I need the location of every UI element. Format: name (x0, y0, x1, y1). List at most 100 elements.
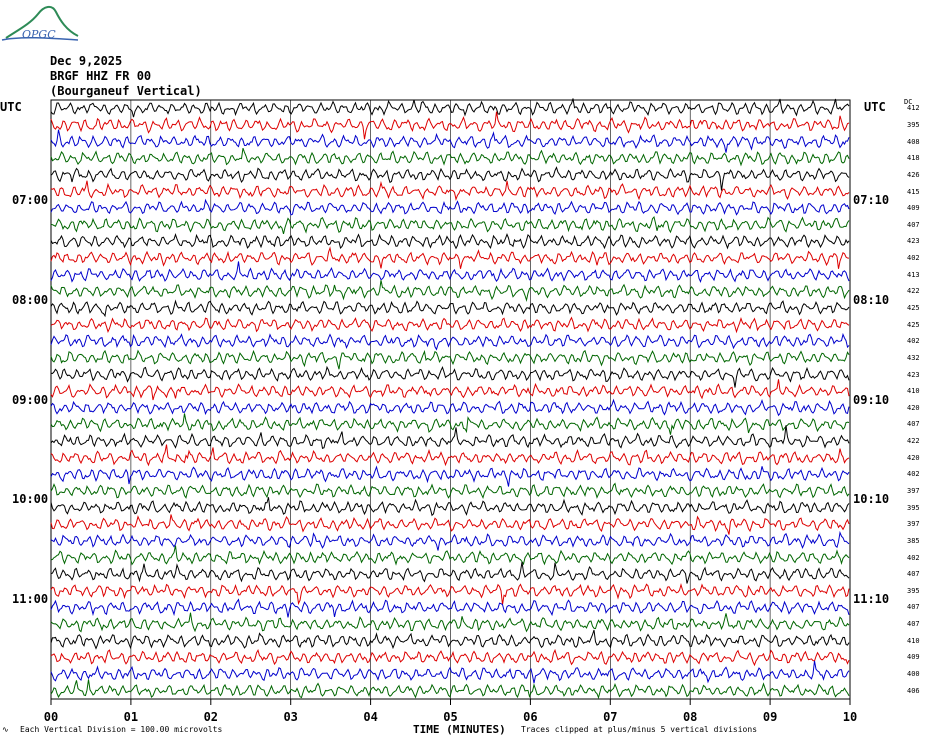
right-time-label: 07:10 (853, 192, 890, 207)
trace-line (50, 180, 850, 201)
trace-line (50, 648, 850, 667)
dc-offset-value: 407 (907, 620, 920, 629)
scale-note: Each Vertical Division = 100.00 microvol… (20, 725, 223, 734)
dc-offset-value: 395 (907, 120, 920, 129)
dc-offset-value: 407 (907, 220, 920, 229)
x-tick-label: 07 (603, 710, 618, 724)
trace-line (50, 299, 850, 318)
clip-note: Traces clipped at plus/minus 5 vertical … (521, 725, 758, 734)
dc-offset-value: 395 (907, 503, 920, 512)
dc-offset-value: 423 (907, 237, 920, 246)
dc-offset-value: 413 (907, 270, 920, 279)
dc-offset-value: 423 (907, 370, 920, 379)
trace-line (50, 598, 850, 618)
trace-line (50, 246, 850, 269)
dc-offset-value: 432 (907, 353, 920, 362)
trace-line (50, 365, 850, 388)
trace-line (50, 198, 850, 216)
dc-offset-value: 385 (907, 536, 920, 545)
dc-offset-value: 422 (907, 437, 920, 446)
dc-offset-value: 402 (907, 337, 920, 346)
trace-line (50, 679, 850, 700)
trace-line (50, 514, 850, 535)
trace-line (50, 280, 850, 303)
dc-offset-value: 426 (907, 170, 920, 179)
logo: OPGC (0, 0, 80, 44)
x-tick-label: 03 (283, 710, 298, 724)
dc-offset-value: 402 (907, 553, 920, 562)
trace-line (50, 349, 850, 370)
trace-line (50, 398, 850, 417)
right-time-label: 11:10 (853, 592, 890, 607)
dc-offset-value: 397 (907, 487, 920, 495)
right-time-label: 08:10 (853, 292, 890, 307)
left-time-label: 07:00 (12, 192, 49, 207)
utc-right-label: UTC (864, 100, 886, 114)
trace-line (50, 379, 850, 401)
small-logo-icon: ∿ (2, 725, 9, 734)
header-station-name: (Bourganeuf Vertical) (50, 84, 202, 98)
dc-label: DC (904, 98, 913, 106)
dc-offset-value: 410 (907, 387, 920, 396)
right-time-label: 09:10 (853, 392, 890, 407)
trace-line (50, 482, 850, 499)
volcano-logo-icon (1, 6, 79, 41)
dc-offset-value: 409 (907, 653, 920, 662)
trace-line (50, 497, 850, 517)
dc-offset-value: 415 (907, 187, 920, 196)
dc-offset-value: 407 (907, 420, 920, 429)
dc-offset-value: 407 (907, 570, 920, 579)
trace-line (50, 425, 850, 449)
trace-line (50, 111, 850, 140)
x-tick-label: 01 (123, 710, 139, 724)
trace-line (50, 582, 850, 606)
trace-line (50, 233, 850, 250)
trace-line (50, 261, 850, 284)
dc-offset-value: 406 (907, 686, 920, 695)
dc-offset-value: 410 (907, 636, 920, 645)
trace-line (50, 629, 850, 650)
trace-line (50, 444, 850, 467)
x-axis-title: TIME (MINUTES) (413, 723, 506, 736)
dc-offset-value: 402 (907, 254, 920, 263)
left-time-label: 10:00 (12, 492, 49, 507)
left-time-label: 11:00 (12, 592, 49, 607)
trace-line (50, 660, 850, 684)
trace-line (50, 98, 850, 118)
trace-line (50, 316, 850, 334)
trace-line (50, 530, 850, 551)
trace-line (50, 465, 850, 487)
dc-offset-value: 412 (907, 104, 920, 113)
trace-line (50, 413, 850, 435)
dc-offset-value: 407 (907, 603, 920, 612)
x-tick-label: 05 (443, 710, 458, 724)
dc-offset-value: 400 (907, 670, 920, 679)
right-time-label: 10:10 (853, 492, 890, 507)
dc-offset-value: 425 (907, 303, 920, 312)
trace-line (50, 129, 850, 153)
header-date: Dec 9,2025 (50, 54, 123, 68)
dc-offset-value: 402 (907, 470, 920, 479)
dc-offset-value: 420 (907, 403, 920, 412)
trace-line (50, 166, 850, 191)
x-tick-label: 09 (762, 710, 778, 724)
x-tick-label: 06 (523, 710, 538, 724)
x-tick-label: 04 (363, 710, 378, 724)
dc-offset-value: 420 (907, 453, 920, 462)
x-tick-label: 02 (203, 710, 219, 724)
dc-offset-value: 408 (907, 137, 920, 146)
utc-left-label: UTC (0, 100, 22, 114)
trace-line (50, 562, 850, 584)
trace-line (50, 545, 850, 566)
trace-line (50, 612, 850, 633)
x-tick-label: 00 (43, 710, 59, 724)
trace-line (50, 332, 850, 351)
header-station: BRGF HHZ FR 00 (50, 69, 152, 83)
dc-offset-value: 422 (907, 287, 920, 296)
dc-offset-value: 397 (907, 520, 920, 529)
logo-text: OPGC (22, 28, 56, 41)
trace-line (50, 147, 850, 167)
trace-line (50, 215, 850, 235)
dc-offset-value: 425 (907, 320, 920, 329)
